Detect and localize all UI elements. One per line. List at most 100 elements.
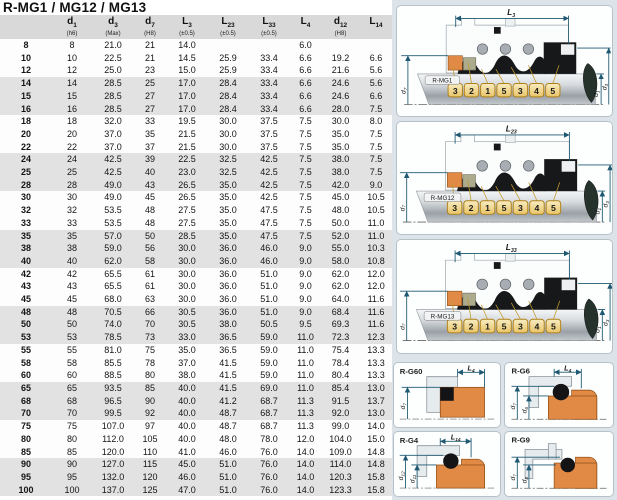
value-cell: 107.0 [101,421,125,432]
value-cell: 51.0 [219,484,237,495]
size-cell: 48 [20,306,31,317]
value-cell: 58 [144,255,155,266]
value-cell: 28.5 [178,230,196,241]
table-row: 80 80 112.0 105 40.0 48.0 78.0 12.0 104.0 15.0 [0,432,392,446]
value-cell: 36.5 [219,344,237,355]
value-cell: 41.2 [219,395,237,406]
value-cell: 48.7 [219,408,237,419]
top-dimension-label: L4 [564,363,571,374]
value-cell: 24.6 [331,90,350,101]
value-cell: 109.0 [329,446,352,457]
value-cell [248,39,290,52]
seat-model-label: R-G60 [400,367,423,376]
value-cell: 20 [66,128,77,139]
diagram-panel: R-MG1 L3 R-MG12 L23 R-MG13 L33 [392,0,617,500]
value-cell: 13.3 [367,344,385,355]
value-cell: 50.5 [260,319,278,330]
value-cell: 50 [66,319,77,330]
value-cell: 74.0 [104,319,122,330]
value-cell: 53.5 [104,205,122,216]
value-cell: 17.0 [178,90,196,101]
value-cell: 36.0 [219,255,237,266]
value-cell: 21 [144,52,155,63]
size-cell: 16 [20,103,31,114]
value-cell: 48.0 [331,205,350,216]
value-cell: 6.6 [299,52,312,63]
column-header: d7 (H8) [134,15,166,39]
value-cell: 12.0 [296,433,315,444]
value-cell: 38.0 [219,319,237,330]
value-cell: 15.0 [367,433,385,444]
column-header: L14 [360,15,392,39]
value-cell: 8.0 [369,116,383,127]
table-row: 68 68 96.5 90 40.0 41.2 68.7 11.3 91.5 13.7 [0,394,392,408]
value-cell: 7.5 [369,154,383,165]
value-cell: 90 [66,459,77,470]
size-cell: 10 [20,52,31,63]
column-header: L23 (±0.5) [208,15,248,39]
diagram-r-g4: L14 d12 d11 R-G4 [393,431,501,497]
value-cell: 51.0 [260,306,278,317]
seal-model-label: R-MG13 [431,313,455,320]
value-cell: 11.0 [367,230,385,241]
table-row: 65 65 93.5 85 40.0 41.5 69.0 11.0 85.4 13.0 [0,381,392,395]
square-ring [440,387,454,401]
value-cell: 37.0 [178,357,196,368]
value-cell: 65.5 [104,268,122,279]
value-cell: 76.0 [260,446,278,457]
table-row: 24 24 42.5 39 22.5 32.5 42.5 7.5 38.0 7.5 [0,153,392,167]
value-cell: 42.5 [260,167,278,178]
value-cell: 11.0 [367,217,385,228]
value-cell: 45.0 [331,192,350,203]
value-cell: 75 [66,421,77,432]
value-cell: 14.0 [296,484,315,495]
value-cell: 35 [66,230,77,241]
value-cell: 76.0 [260,484,278,495]
value-cell: 39 [144,154,155,165]
value-cell: 33.4 [260,65,278,76]
table-row: 58 58 85.5 78 37.0 41.5 59.0 11.0 78.4 13.3 [0,356,392,370]
value-cell: 21 [144,40,155,50]
value-cell: 19.2 [331,52,350,63]
value-cell: 11.0 [297,357,314,368]
value-cell: 85.5 [104,357,122,368]
value-cell: 66 [144,306,155,317]
value-cell: 7.5 [299,179,312,190]
value-cell: 51.0 [219,459,237,470]
value-cell: 6.6 [299,78,312,89]
value-cell: 14.0 [296,459,315,470]
d12-label: d12 [398,471,406,480]
value-cell: 33.4 [260,78,278,89]
value-cell: 92.0 [331,408,350,419]
value-cell: 13.0 [367,382,385,393]
size-cell: 22 [20,141,31,152]
value-cell: 30.5 [178,306,196,317]
value-cell: 40.0 [178,382,196,393]
value-cell: 42.5 [104,154,122,165]
header-row: d1 (h6) d3 (Max) d7 (H8) L3 (±0.5) L23 (±0.5) L33(… [0,15,392,39]
value-cell: 51.0 [219,471,237,482]
value-cell: 11.6 [367,319,385,330]
value-cell: 100 [64,484,80,495]
value-cell: 27.5 [178,205,196,216]
value-cell: 61 [144,268,155,279]
value-cell: 63 [144,294,155,305]
value-cell: 59.0 [260,344,278,355]
value-cell: 10.5 [367,205,385,216]
dimension-lines [511,368,582,420]
size-cell: 20 [20,128,31,139]
value-cell: 10.3 [367,243,385,254]
value-cell: 9.0 [299,268,312,279]
value-cell: 69.0 [260,382,278,393]
value-cell: 22.5 [178,154,196,165]
value-cell: 38.0 [331,167,350,178]
value-cell: 73 [144,332,155,343]
value-cell: 42.5 [260,154,278,165]
value-cell: 6.6 [299,90,312,101]
table-row: 45 45 68.0 63 30.0 36.0 51.0 9.0 64.0 11.6 [0,293,392,306]
value-cell [208,39,248,52]
size-cell: 30 [20,192,31,203]
value-cell: 10 [66,52,77,63]
model-label-plate [423,311,462,321]
value-cell: 11.0 [297,370,314,381]
